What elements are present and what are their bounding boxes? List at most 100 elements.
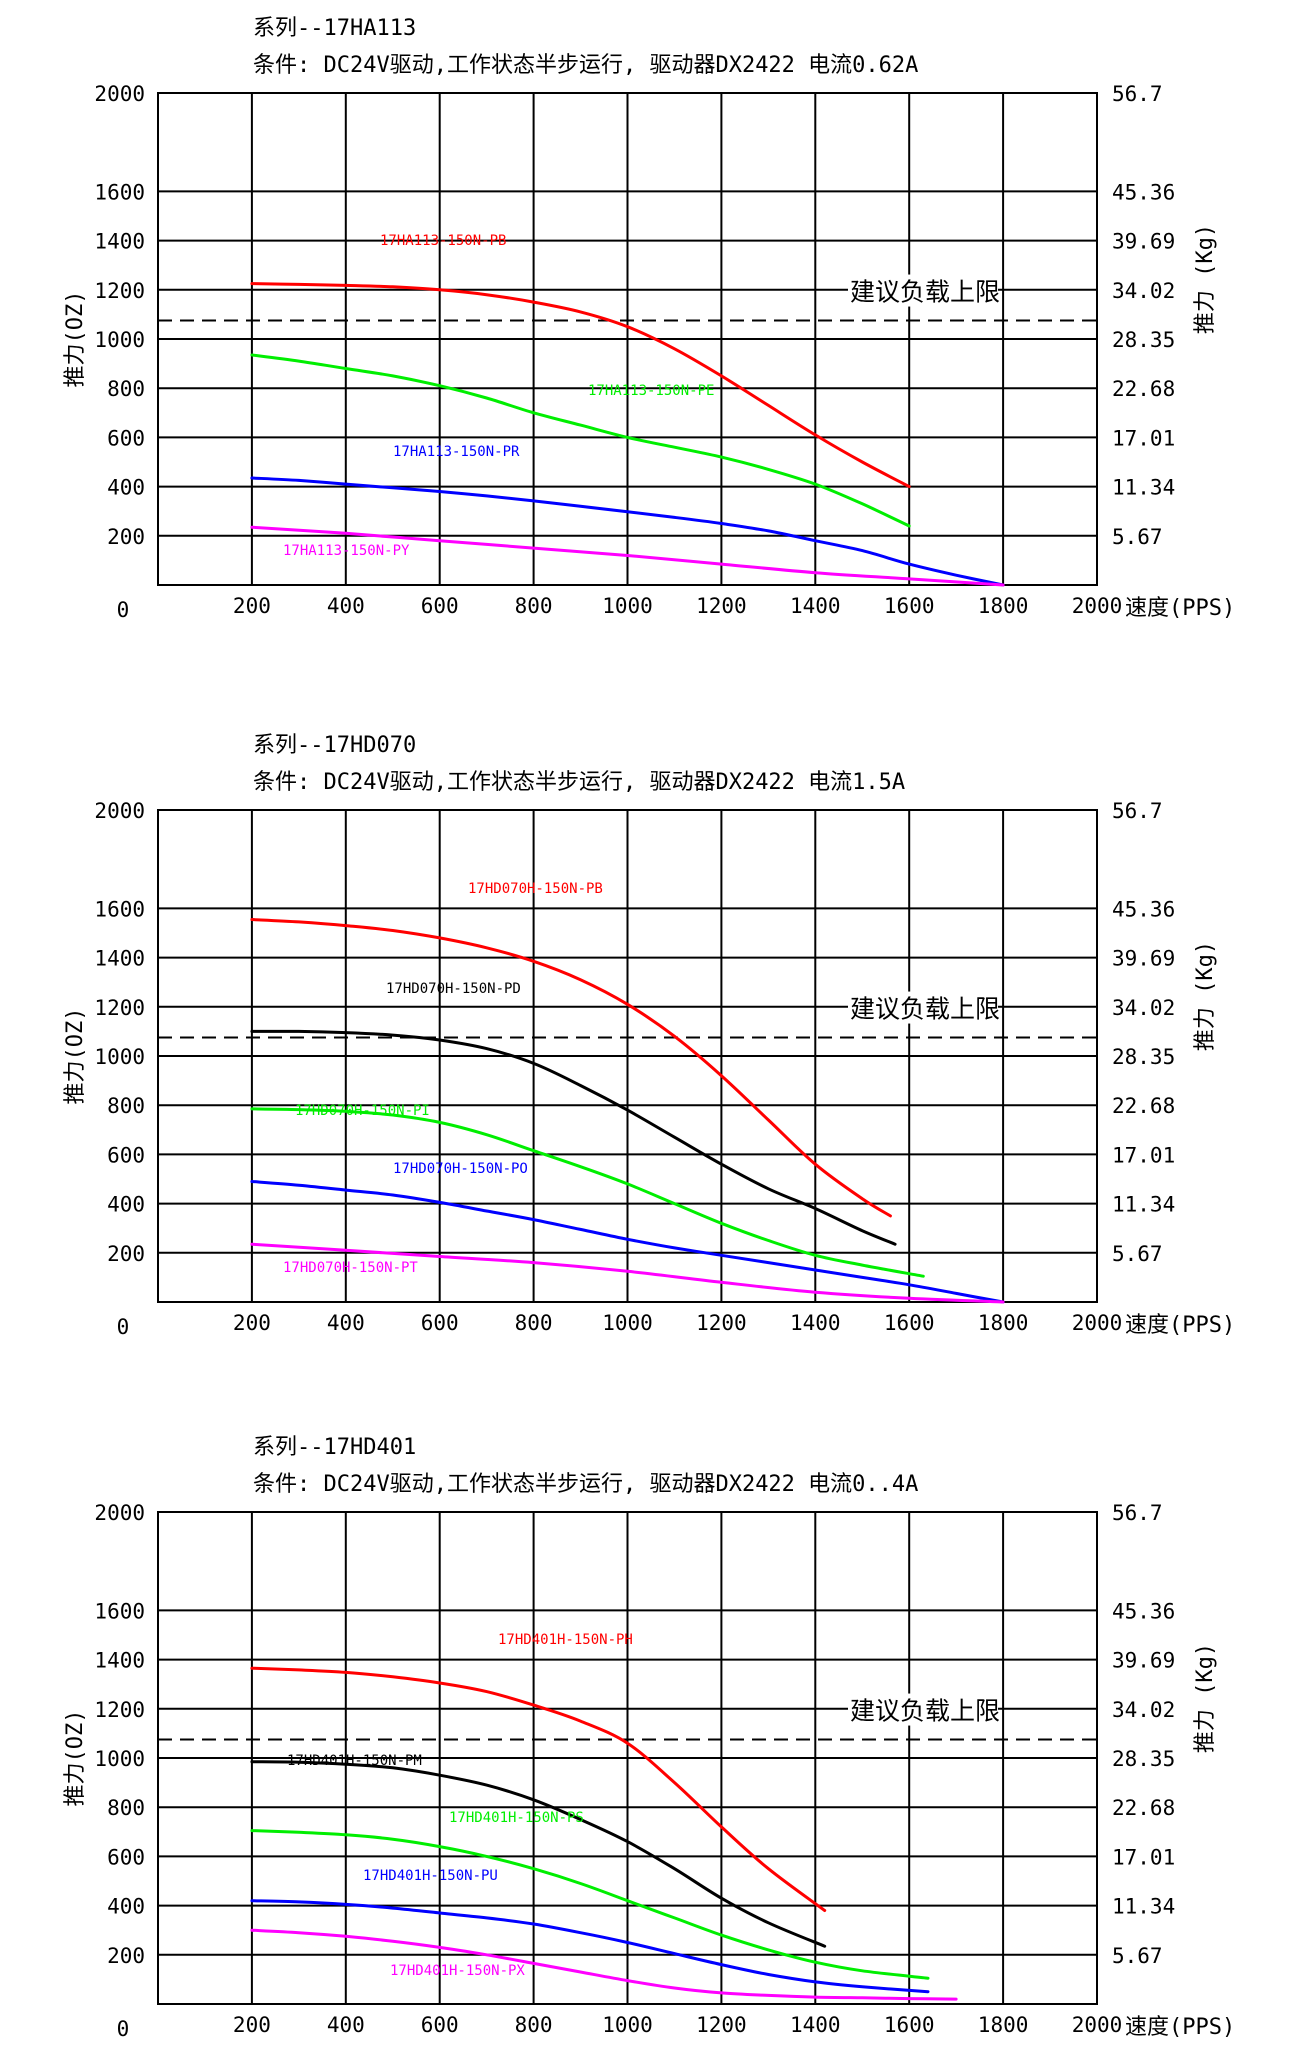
y-tick-label: 1600	[94, 897, 145, 921]
y-tick-label: 200	[107, 1944, 145, 1968]
series-label: 17HA113-150N-PE	[588, 383, 714, 399]
chart-1: 系列--17HA113 条件: DC24V驱动,工作状态半步运行, 驱动器DX24…	[63, 16, 1235, 622]
right-tick-label: 34.02	[1112, 996, 1175, 1020]
x-tick-label: 1400	[790, 594, 841, 618]
series-title: 系列--17HA113	[253, 16, 416, 41]
y-axis-label-right: 推力 (Kg)	[1193, 941, 1218, 1051]
right-tick-label: 17.01	[1112, 1143, 1175, 1167]
series-line-17HD070H-150N-PT	[250, 1242, 1005, 1304]
right-tick-label: 22.68	[1112, 377, 1175, 401]
series-line-17HD401H-150N-PS	[250, 1829, 930, 1980]
y-tick-label: 800	[107, 377, 145, 401]
load-limit-label-bg	[848, 991, 998, 1024]
series-label: 17HD070H-150N-PB	[468, 881, 603, 897]
y-axis-label-left: 推力(OZ)	[63, 1710, 88, 1807]
x-tick-label: 2000	[1072, 2013, 1123, 2037]
right-tick-label: 11.34	[1112, 1895, 1175, 1919]
y-tick-label: 600	[107, 1845, 145, 1869]
series-line-17HD070H-150N-PB	[250, 918, 892, 1218]
right-tick-label: 11.34	[1112, 476, 1175, 500]
x-tick-label: 600	[421, 1311, 459, 1335]
series-label: 17HD401H-150N-PS	[449, 1810, 584, 1826]
x-tick-label: 800	[515, 2013, 553, 2037]
condition-text: 条件: DC24V驱动,工作状态半步运行, 驱动器DX2422 电流0..4A	[253, 1472, 918, 1497]
x-tick-label: 200	[233, 2013, 271, 2037]
y-axis-label-right: 推力 (Kg)	[1193, 224, 1218, 334]
right-tick-label: 34.02	[1112, 279, 1175, 303]
x-tick-label: 1400	[790, 2013, 841, 2037]
y-tick-label: 200	[107, 1242, 145, 1266]
series-label: 17HA113-150N-PB	[380, 233, 506, 249]
series-line-17HD401H-150N-PM	[250, 1760, 827, 1948]
y-tick-label: 1200	[94, 279, 145, 303]
condition-text: 条件: DC24V驱动,工作状态半步运行, 驱动器DX2422 电流0.62A	[253, 53, 918, 78]
right-tick-label: 5.67	[1112, 1242, 1163, 1266]
x-tick-label: 1600	[884, 594, 935, 618]
series-label: 17HD070H-150N-PO	[393, 1161, 528, 1177]
right-tick-label: 56.7	[1112, 799, 1163, 823]
y-tick-label: 1600	[94, 1599, 145, 1623]
x-tick-label: 400	[327, 1311, 365, 1335]
y-tick-label: 800	[107, 1796, 145, 1820]
series-line-17HD070H-150N-PD	[250, 1029, 897, 1246]
x-tick-label: 1800	[978, 1311, 1029, 1335]
right-tick-label: 17.01	[1112, 426, 1175, 450]
series-label: 17HD401H-150N-PU	[363, 1868, 498, 1884]
x-tick-label: 1800	[978, 2013, 1029, 2037]
y-tick-label: 400	[107, 1193, 145, 1217]
right-tick-label: 39.69	[1112, 230, 1175, 254]
origin-label: 0	[117, 598, 130, 622]
load-limit-label-bg	[848, 1693, 998, 1726]
x-tick-label: 200	[233, 1311, 271, 1335]
x-tick-label: 800	[515, 1311, 553, 1335]
series-line-17HA113-150N-PY	[250, 525, 1005, 587]
y-tick-label: 600	[107, 426, 145, 450]
series-label: 17HD070H-150N-PT	[283, 1260, 418, 1276]
right-tick-label: 45.36	[1112, 1599, 1175, 1623]
y-tick-label: 1000	[94, 1045, 145, 1069]
chart-3: 系列--17HD401 条件: DC24V驱动,工作状态半步运行, 驱动器DX24…	[63, 1435, 1235, 2041]
series-title: 系列--17HD070	[253, 733, 416, 758]
series-line-17HA113-150N-PR	[250, 476, 1005, 587]
right-tick-label: 28.35	[1112, 1045, 1175, 1069]
y-tick-label: 200	[107, 525, 145, 549]
x-tick-label: 1200	[696, 594, 747, 618]
y-tick-label: 400	[107, 1895, 145, 1919]
right-tick-label: 56.7	[1112, 82, 1163, 106]
y-tick-label: 400	[107, 476, 145, 500]
y-tick-label: 800	[107, 1094, 145, 1118]
x-tick-label: 200	[233, 594, 271, 618]
series-line-17HA113-150N-PE	[250, 353, 911, 528]
x-tick-label: 1200	[696, 2013, 747, 2037]
y-tick-label: 2000	[94, 1501, 145, 1525]
series-line-17HD401H-150N-PH	[250, 1666, 827, 1912]
load-limit-label-bg	[848, 274, 998, 307]
x-tick-label: 400	[327, 594, 365, 618]
right-tick-label: 28.35	[1112, 328, 1175, 352]
x-tick-label: 1600	[884, 2013, 935, 2037]
chart-2: 系列--17HD070 条件: DC24V驱动,工作状态半步运行, 驱动器DX24…	[63, 733, 1235, 1339]
x-tick-label: 600	[421, 594, 459, 618]
series-line-17HD401H-150N-PX	[250, 1928, 958, 2001]
right-tick-label: 28.35	[1112, 1747, 1175, 1771]
y-tick-label: 2000	[94, 82, 145, 106]
x-tick-label: 1000	[602, 1311, 653, 1335]
right-tick-label: 22.68	[1112, 1094, 1175, 1118]
x-tick-label: 800	[515, 594, 553, 618]
right-tick-label: 11.34	[1112, 1193, 1175, 1217]
x-tick-label: 2000	[1072, 594, 1123, 618]
y-axis-label-right: 推力 (Kg)	[1193, 1643, 1218, 1753]
series-line-17HD070H-150N-PI	[250, 1107, 925, 1278]
series-line-17HD401H-150N-PU	[250, 1899, 930, 1994]
x-axis-label: 速度(PPS)	[1125, 2015, 1235, 2040]
series-label: 17HD401H-150N-PM	[287, 1753, 422, 1769]
x-tick-label: 1000	[602, 2013, 653, 2037]
x-tick-label: 1600	[884, 1311, 935, 1335]
x-tick-label: 400	[327, 2013, 365, 2037]
right-tick-label: 5.67	[1112, 525, 1163, 549]
load-limit-label: 建议负载上限	[850, 278, 1000, 307]
right-tick-label: 5.67	[1112, 1944, 1163, 1968]
y-tick-label: 1400	[94, 1649, 145, 1673]
